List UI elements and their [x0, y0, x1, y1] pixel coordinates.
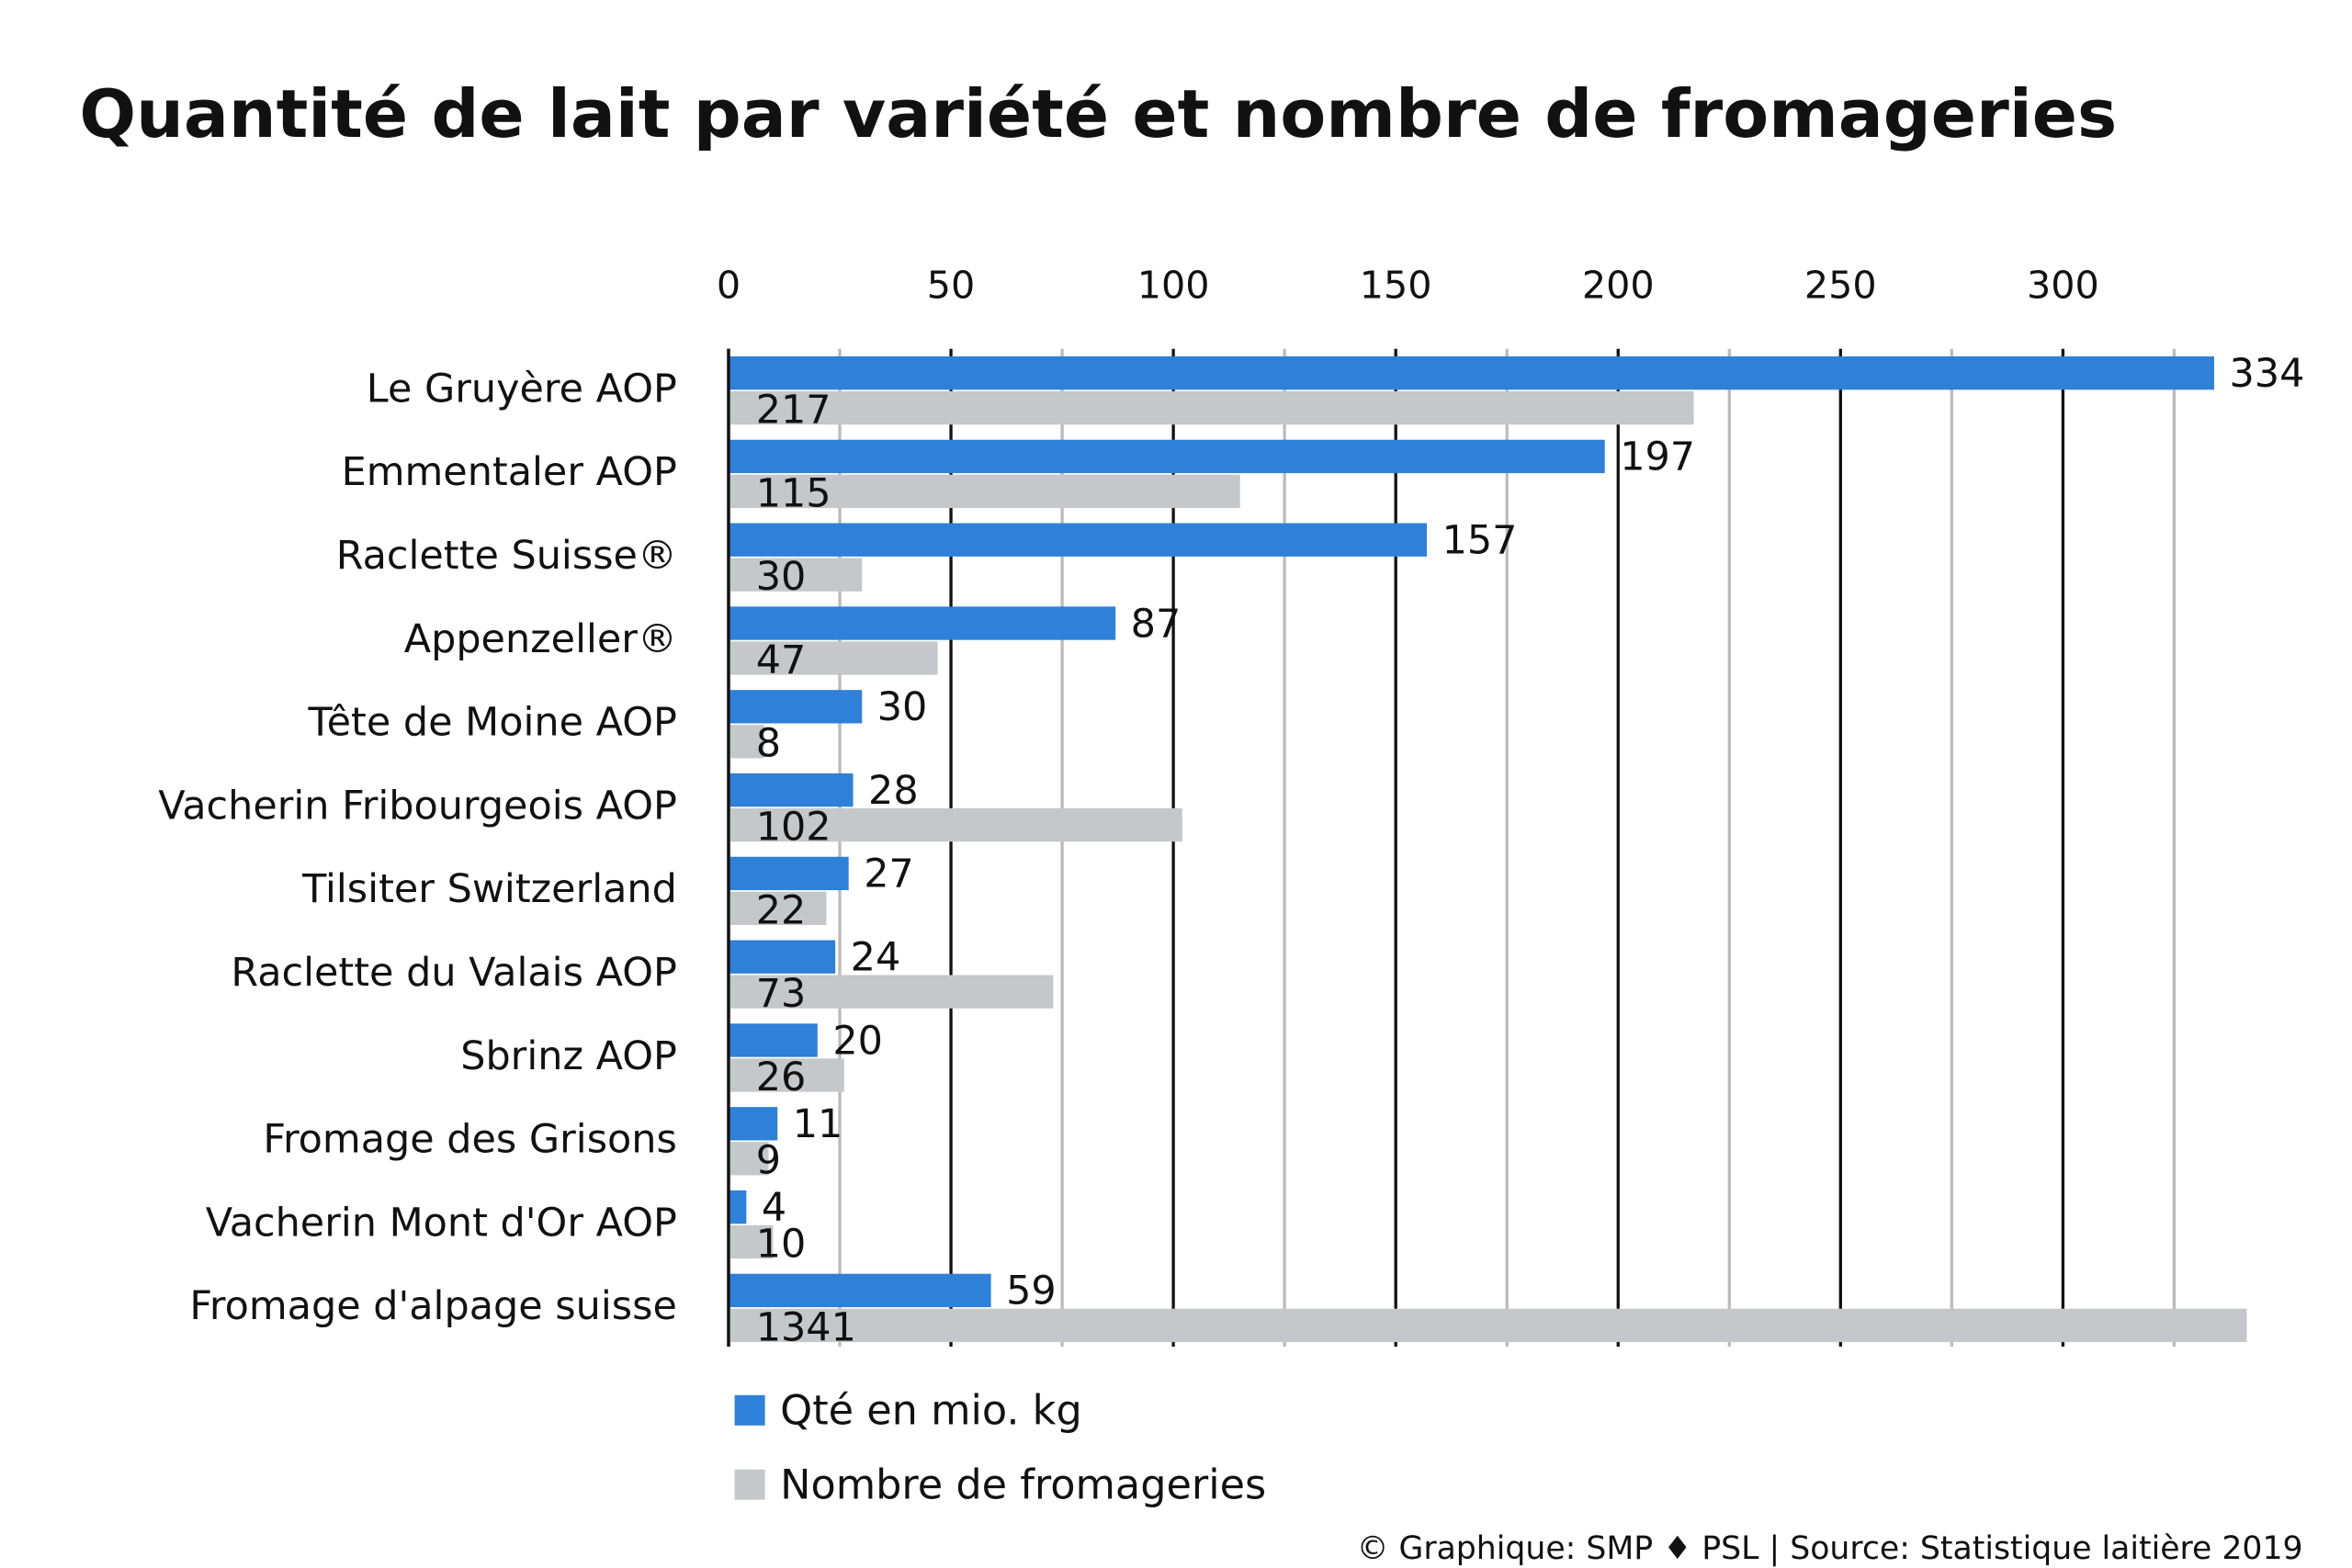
bar	[728, 725, 764, 759]
value-label: 115	[756, 470, 831, 516]
value-label: 73	[756, 971, 807, 1017]
x-tick-label: 0	[717, 264, 741, 308]
y-tick-label: Vacherin Mont d'Or AOP	[206, 1200, 677, 1246]
bar	[728, 439, 1605, 474]
bar	[728, 1190, 747, 1224]
value-label: 4	[762, 1185, 786, 1231]
bar	[728, 1308, 2247, 1343]
chart-title: Quantité de lait par variété et nombre d…	[79, 76, 2117, 153]
y-tick-label: Tête de Moine AOP	[307, 700, 676, 746]
value-label: 102	[756, 805, 831, 851]
bar	[728, 773, 854, 807]
bar	[728, 1224, 774, 1259]
legend-label: Qté en mio. kg	[780, 1387, 1082, 1435]
bar	[728, 807, 1182, 842]
bar	[728, 1107, 778, 1141]
value-label: 59	[1006, 1269, 1057, 1314]
bar	[728, 975, 1054, 1009]
bar	[728, 355, 2214, 390]
bar	[728, 474, 1240, 509]
bar	[728, 390, 1694, 425]
bar	[728, 690, 863, 724]
bar	[728, 606, 1116, 640]
value-label: 334	[2229, 351, 2304, 397]
y-tick-label: Fromage d'alpage suisse	[189, 1283, 676, 1329]
value-label: 26	[756, 1055, 807, 1100]
bars	[728, 355, 2247, 1343]
y-tick-label: Vacherin Fribourgeois AOP	[158, 783, 677, 829]
value-label: 30	[877, 684, 928, 730]
x-tick-label: 100	[1137, 264, 1210, 308]
y-tick-label: Emmentaler AOP	[342, 449, 677, 495]
value-label: 27	[864, 852, 914, 897]
value-label: 8	[756, 721, 781, 767]
value-label: 22	[756, 887, 807, 933]
bar	[728, 1142, 769, 1176]
bar	[728, 558, 863, 592]
value-label: 87	[1131, 601, 1182, 647]
value-label: 24	[851, 935, 901, 981]
x-tick-label: 150	[1360, 264, 1432, 308]
value-label: 1341	[756, 1304, 856, 1350]
legend-swatch	[734, 1469, 765, 1500]
bar	[728, 891, 827, 926]
bar	[728, 1273, 991, 1308]
value-label: 157	[1442, 518, 1518, 564]
footnote: © Graphique: SMP ♦ PSL | Source: Statist…	[1357, 1530, 2303, 1567]
y-tick-label: Tilsiter Switzerland	[301, 866, 677, 912]
legend-label: Nombre de fromageries	[780, 1461, 1266, 1509]
x-tick-label: 200	[1582, 264, 1655, 308]
y-tick-label: Le Gruyère AOP	[367, 366, 677, 412]
y-tick-label: Raclette Suisse®	[336, 533, 677, 579]
y-tick-label: Fromage des Grisons	[263, 1117, 676, 1163]
value-label: 28	[868, 768, 919, 814]
x-tick-label: 50	[927, 264, 976, 308]
value-label: 11	[793, 1101, 843, 1147]
y-tick-label: Appenzeller®	[404, 616, 677, 662]
legend-swatch	[734, 1394, 765, 1426]
value-label: 197	[1620, 434, 1695, 480]
value-label: 47	[756, 637, 807, 683]
bar	[728, 523, 1428, 557]
bar	[728, 1023, 818, 1057]
value-label: 217	[756, 388, 831, 434]
bar	[728, 940, 836, 974]
bar	[728, 641, 938, 675]
x-tick-label: 250	[1804, 264, 1877, 308]
value-label: 30	[756, 554, 807, 600]
bar	[728, 856, 849, 891]
y-tick-label: Raclette du Valais AOP	[231, 950, 677, 996]
bar	[728, 1058, 844, 1092]
y-tick-label: Sbrinz AOP	[460, 1033, 677, 1079]
value-label: 20	[832, 1018, 883, 1064]
value-label: 10	[756, 1222, 807, 1268]
x-tick-label: 300	[2027, 264, 2099, 308]
value-label: 9	[756, 1138, 781, 1184]
